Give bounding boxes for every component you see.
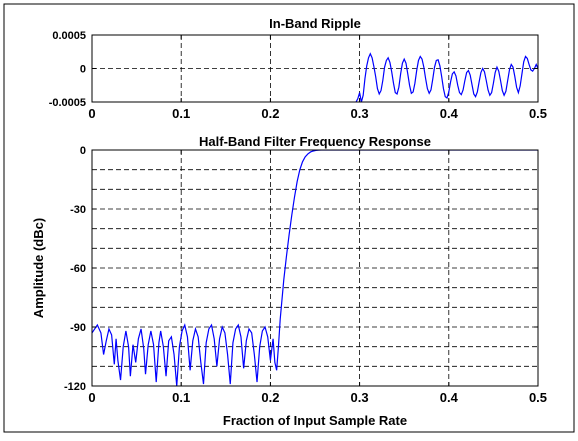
response-x-axis-label: Fraction of Input Sample Rate: [223, 413, 407, 428]
response-y-axis-label: Amplitude (dBc): [31, 218, 46, 318]
ripple-x-tick-label: 0: [88, 106, 95, 121]
ripple-x-tick-label: 0.1: [172, 106, 190, 121]
response-series: [92, 150, 538, 386]
response-y-tick-label: -30: [70, 204, 86, 216]
response-x-tick-label: 0: [88, 390, 95, 405]
ripple-grid: [92, 35, 538, 102]
ripple-title: In-Band Ripple: [269, 16, 361, 31]
ripple-x-tick-label: 0.5: [529, 106, 547, 121]
response-y-tick-label: -120: [64, 381, 86, 393]
ripple-x-tick-label: 0.2: [261, 106, 279, 121]
ripple-y-tick-label: -0.0005: [49, 97, 86, 109]
ripple-x-tick-labels: 0 0.1 0.2 0.3 0.4 0.5: [88, 106, 547, 121]
response-ticks: [91, 149, 539, 387]
response-chart: Half-Band Filter Frequency Response 0 0.1…: [31, 134, 547, 428]
ripple-line: [355, 52, 538, 102]
ripple-chart: In-Band Ripple 0 0.1 0.2 0.3 0.4 0.5 0.00050-…: [49, 16, 547, 121]
response-x-tick-label: 0.4: [440, 390, 459, 405]
response-y-tick-label: -90: [70, 322, 86, 334]
ripple-y-tick-label: 0: [80, 64, 86, 76]
response-x-tick-label: 0.1: [172, 390, 190, 405]
ripple-y-tick-label: 0.0005: [52, 30, 86, 42]
response-y-tick-label: -60: [70, 263, 86, 275]
response-y-tick-label: 0: [80, 145, 86, 157]
response-y-tick-labels: 0 -30 -60 -90 -120: [64, 145, 86, 393]
response-x-tick-label: 0.2: [261, 390, 279, 405]
ripple-x-tick-label: 0.4: [440, 106, 459, 121]
ripple-ticks: [91, 34, 539, 103]
response-x-tick-label: 0.5: [529, 390, 547, 405]
response-x-tick-labels: 0 0.1 0.2 0.3 0.4 0.5: [88, 390, 547, 405]
ripple-y-tick-labels: 0.0005 0 -0.0005: [49, 30, 86, 109]
ripple-series: [355, 52, 538, 102]
ripple-x-tick-label: 0.3: [351, 106, 369, 121]
response-x-tick-label: 0.3: [351, 390, 369, 405]
response-line: [92, 150, 538, 386]
response-title: Half-Band Filter Frequency Response: [199, 134, 431, 149]
